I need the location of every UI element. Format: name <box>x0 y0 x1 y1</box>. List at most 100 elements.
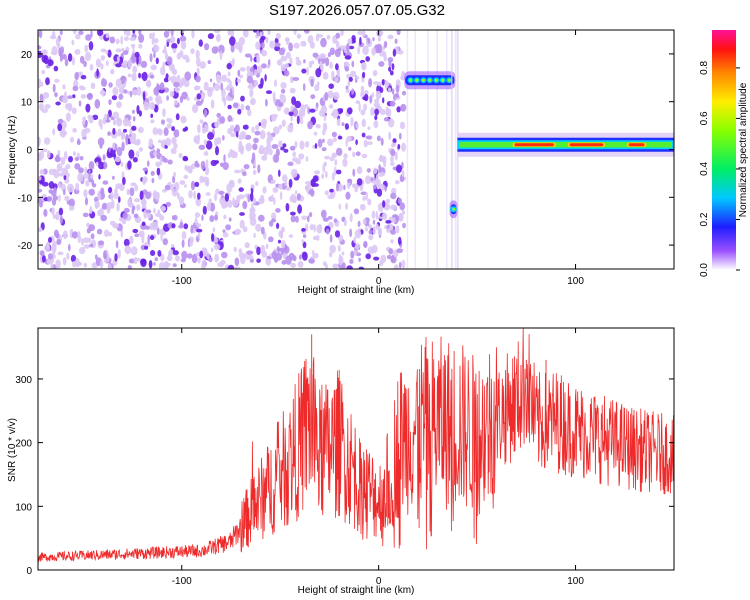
noise-speck <box>350 70 357 78</box>
noise-speck <box>401 71 406 79</box>
noise-speck <box>355 100 361 105</box>
noise-speck <box>298 112 304 118</box>
noise-speck <box>55 37 60 47</box>
noise-speck <box>396 248 404 254</box>
noise-speck <box>97 209 102 217</box>
noise-speck <box>85 34 92 41</box>
noise-speck <box>362 45 369 56</box>
noise-speck <box>390 192 397 200</box>
noise-speck <box>180 40 187 50</box>
noise-speck <box>138 43 143 49</box>
noise-speck <box>168 250 171 261</box>
noise-speck <box>75 182 80 192</box>
noise-speck <box>122 117 130 127</box>
noise-speck <box>149 235 155 241</box>
noise-speck <box>153 44 160 53</box>
noise-speck <box>329 234 333 243</box>
noise-speck <box>257 164 261 174</box>
noise-speck <box>250 97 256 106</box>
noise-speck <box>112 175 115 180</box>
noise-speck <box>358 257 361 262</box>
noise-speck <box>88 161 95 171</box>
signal-streak <box>450 30 453 269</box>
noise-speck <box>152 192 156 196</box>
noise-speck <box>299 140 305 150</box>
noise-speck <box>252 30 258 33</box>
noise-speck <box>351 60 355 68</box>
noise-speck <box>115 38 120 45</box>
noise-speck <box>43 137 51 145</box>
noise-speck <box>157 209 161 215</box>
noise-speck <box>142 167 148 172</box>
noise-speck <box>102 180 109 185</box>
noise-speck <box>204 43 210 51</box>
noise-speck <box>315 33 320 42</box>
snr-series-line <box>38 328 674 563</box>
noise-speck <box>375 210 379 220</box>
noise-speck <box>303 59 306 64</box>
spectrogram-y-label: Frequency (Hz) <box>7 116 18 185</box>
noise-speck <box>141 221 146 227</box>
noise-speck <box>72 127 77 133</box>
noise-speck <box>59 215 64 224</box>
noise-speck <box>138 230 145 238</box>
noise-speck <box>197 192 201 200</box>
noise-speck <box>207 60 212 65</box>
noise-speck <box>217 262 224 268</box>
noise-speck <box>315 106 318 112</box>
signal-blob-peak-center <box>422 78 425 82</box>
noise-speck <box>401 169 405 178</box>
noise-speck <box>54 92 58 98</box>
noise-speck <box>369 95 373 104</box>
noise-speck <box>332 109 339 119</box>
noise-speck <box>204 180 210 187</box>
noise-speck <box>167 30 172 34</box>
noise-speck <box>290 76 294 84</box>
noise-speck <box>361 118 366 128</box>
noise-speck <box>157 250 162 257</box>
noise-speck <box>57 119 64 124</box>
noise-speck <box>392 217 396 224</box>
noise-speck <box>201 92 206 97</box>
noise-speck <box>193 190 197 200</box>
noise-speck <box>364 90 369 95</box>
noise-speck <box>214 122 219 128</box>
noise-speck <box>322 129 326 136</box>
noise-speck <box>321 147 327 152</box>
noise-speck <box>261 155 268 161</box>
noise-speck <box>362 218 367 225</box>
noise-speck <box>334 159 338 166</box>
noise-speck <box>109 220 116 226</box>
noise-speck <box>220 162 224 168</box>
noise-speck <box>202 205 207 215</box>
noise-speck <box>386 254 392 260</box>
noise-speck <box>204 124 209 133</box>
noise-speck <box>123 50 129 56</box>
noise-speck <box>289 57 293 66</box>
noise-speck <box>103 250 107 260</box>
noise-speck <box>309 224 315 231</box>
noise-speck <box>302 251 308 261</box>
noise-speck <box>199 90 203 95</box>
noise-speck <box>226 62 232 70</box>
noise-speck <box>122 60 129 68</box>
noise-speck <box>360 91 365 98</box>
noise-speck <box>383 117 390 122</box>
noise-speck <box>39 93 44 103</box>
noise-speck <box>89 64 94 71</box>
noise-speck <box>213 83 221 91</box>
x-tick-label: 100 <box>567 576 584 587</box>
noise-speck <box>43 208 48 217</box>
noise-speck <box>230 44 235 53</box>
signal-streak <box>414 30 416 269</box>
noise-speck <box>365 191 368 201</box>
noise-speck <box>288 111 294 117</box>
noise-speck <box>156 227 160 235</box>
noise-speck <box>216 33 221 43</box>
noise-speck <box>290 262 296 269</box>
noise-speck <box>382 200 386 208</box>
noise-speck <box>255 124 260 131</box>
noise-speck <box>127 197 132 207</box>
noise-speck <box>292 77 300 81</box>
noise-speck <box>67 53 73 62</box>
